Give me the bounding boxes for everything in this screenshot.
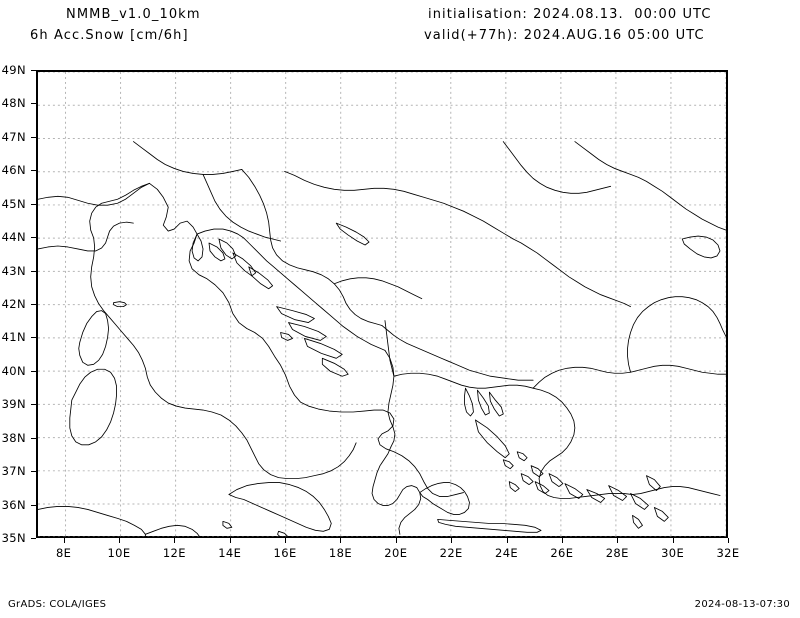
y-axis-label: 37N <box>1 464 26 479</box>
x-axis-tick <box>229 538 231 543</box>
y-axis-tick <box>31 270 36 272</box>
y-axis-tick <box>31 70 36 71</box>
x-axis-tick <box>561 538 563 543</box>
x-axis-label: 22E <box>439 546 463 560</box>
footer-attribution: GrADS: COLA/IGES <box>8 599 107 610</box>
y-axis-label: 46N <box>1 163 26 178</box>
x-axis-tick <box>174 538 176 543</box>
x-axis-tick <box>395 538 397 543</box>
y-axis-label: 47N <box>1 129 26 144</box>
x-axis-label: 12E <box>162 546 186 560</box>
x-axis-tick <box>617 538 619 543</box>
x-axis-label: 16E <box>273 546 297 560</box>
x-axis-label: 20E <box>384 546 408 560</box>
y-axis-label: 39N <box>1 397 26 412</box>
x-axis-tick <box>340 538 342 543</box>
x-axis-tick <box>451 538 453 543</box>
x-axis-label: 8E <box>55 546 72 560</box>
title-model: NMMB_v1.0_10km <box>66 7 201 22</box>
valid-time: valid(+77h): 2024.AUG.16 05:00 UTC <box>424 28 705 43</box>
y-axis-label: 44N <box>1 230 26 245</box>
x-axis-label: 14E <box>218 546 242 560</box>
y-axis-tick <box>31 337 36 339</box>
title-field: 6h Acc.Snow [cm/6h] <box>30 28 189 43</box>
y-axis-tick <box>31 304 36 305</box>
y-axis-label: 36N <box>1 497 26 512</box>
y-axis-tick <box>31 471 36 473</box>
y-axis-tick <box>31 404 36 406</box>
x-axis-tick <box>506 538 508 543</box>
x-axis-label: 18E <box>328 546 353 560</box>
y-axis-tick <box>31 103 36 105</box>
gridlines <box>38 72 726 538</box>
y-axis-label: 48N <box>1 96 26 111</box>
x-axis-tick <box>672 538 674 543</box>
y-axis-label: 43N <box>1 263 26 278</box>
map-plot-area[interactable] <box>36 70 728 538</box>
y-axis-label: 45N <box>1 196 26 211</box>
x-axis-label: 32E <box>716 546 740 560</box>
y-axis-label: 49N <box>1 63 26 77</box>
y-axis-label: 38N <box>1 430 26 445</box>
y-axis-label: 42N <box>1 297 26 311</box>
x-axis-tick <box>285 538 287 543</box>
y-axis-label: 35N <box>1 531 26 545</box>
x-axis-tick <box>728 538 729 543</box>
x-axis-label: 10E <box>107 546 131 560</box>
y-axis-tick <box>31 136 36 138</box>
x-axis-label: 24E <box>494 546 519 560</box>
x-axis-label: 28E <box>605 546 629 560</box>
x-axis-label: 26E <box>550 546 574 560</box>
y-axis-tick <box>31 237 36 239</box>
x-axis-tick <box>119 538 121 543</box>
coastlines-and-borders <box>38 141 726 538</box>
x-axis-label: 30E <box>661 546 685 560</box>
x-axis-tick <box>63 538 65 543</box>
y-axis-tick <box>31 203 36 205</box>
y-axis-tick <box>31 170 36 172</box>
footer-timestamp: 2024-08-13-07:30 <box>694 599 790 610</box>
y-axis-tick <box>31 437 36 439</box>
y-axis-tick <box>31 538 36 539</box>
y-axis-tick <box>31 504 36 506</box>
y-axis-label: 41N <box>1 330 26 345</box>
y-axis-label: 40N <box>1 363 26 378</box>
initialisation-time: initialisation: 2024.08.13. 00:00 UTC <box>428 7 712 22</box>
y-axis-tick <box>31 370 36 372</box>
